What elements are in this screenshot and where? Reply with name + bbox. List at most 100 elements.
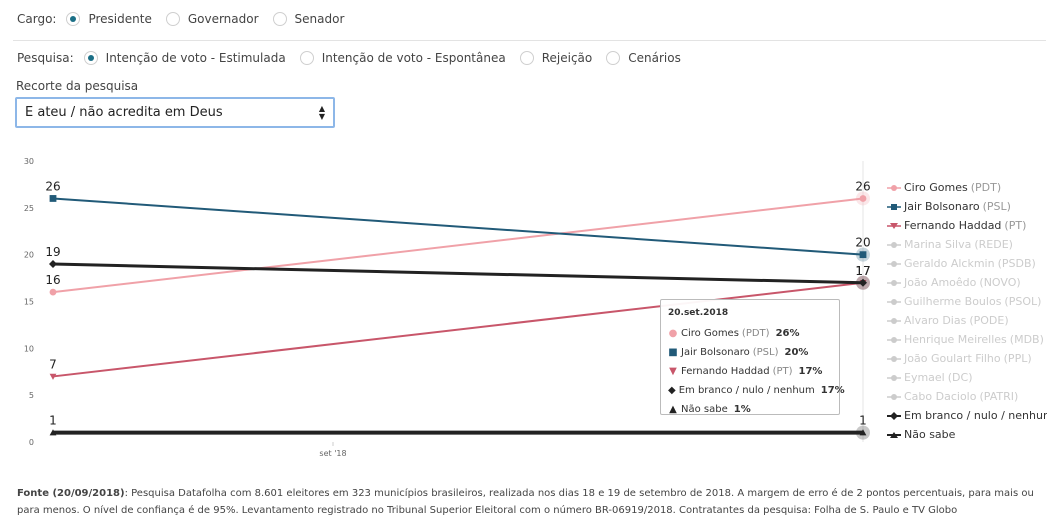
cargo-option-governador[interactable]: Governador <box>165 12 259 26</box>
option-label: Presidente <box>88 12 152 26</box>
legend-symbol-icon <box>887 260 901 267</box>
tooltip-name: Ciro Gomes <box>681 328 739 339</box>
legend-label: Fernando Haddad <box>904 219 1002 232</box>
radio-icon[interactable] <box>299 51 314 65</box>
legend-party: (REDE) <box>974 238 1013 251</box>
legend-label: Jair Bolsonaro <box>904 200 980 213</box>
legend-item[interactable]: Ciro Gomes (PDT) <box>886 178 1047 197</box>
legend-party: (PDT) <box>970 181 1002 194</box>
legend-item[interactable]: Em branco / nulo / nenhum <box>886 406 1047 425</box>
data-label: 17 <box>855 264 870 278</box>
radio-icon[interactable] <box>165 12 180 26</box>
legend-item[interactable]: Henrique Meirelles (MDB) <box>886 330 1047 349</box>
legend-symbol-icon <box>887 241 901 248</box>
tooltip-row: ● Ciro Gomes (PDT) 26% <box>668 324 839 343</box>
recorte-select[interactable]: E ateu / não acredita em Deus ▲ ▼ <box>15 97 335 128</box>
legend-item[interactable]: Guilherme Boulos (PSOL) <box>886 292 1047 311</box>
recorte-select-value: E ateu / não acredita em Deus <box>25 105 223 120</box>
point-marker <box>49 373 57 380</box>
legend-item[interactable]: Geraldo Alckmin (PSDB) <box>886 254 1047 273</box>
y-tick-label: 15 <box>24 298 34 307</box>
tooltip-symbol-icon: ▼ <box>669 366 677 377</box>
tooltip-row: ▲ Não sabe 1% <box>668 400 839 419</box>
legend-label: Henrique Meirelles <box>904 333 1007 346</box>
data-label: 7 <box>49 357 57 371</box>
legend-item[interactable]: Marina Silva (REDE) <box>886 235 1047 254</box>
legend-party: (PPL) <box>1003 352 1032 365</box>
data-label: 1 <box>859 414 867 428</box>
legend-symbol-icon <box>887 336 901 343</box>
cargo-filter: Cargo: Presidente Governador Senador <box>17 12 358 26</box>
legend-symbol-icon <box>887 203 901 210</box>
legend-label: Ciro Gomes <box>904 181 968 194</box>
tooltip-name: Fernando Haddad <box>681 366 770 377</box>
option-label: Cenários <box>628 51 681 65</box>
data-label: 20 <box>855 236 870 250</box>
tooltip-symbol-icon: ◆ <box>668 385 676 396</box>
tooltip-party: (PDT) <box>741 328 770 339</box>
point-marker <box>859 195 867 202</box>
data-label: 26 <box>45 179 60 193</box>
y-tick-label: 0 <box>29 438 34 447</box>
point-marker <box>859 429 867 436</box>
pesquisa-label: Pesquisa: <box>17 51 74 65</box>
cargo-option-senador[interactable]: Senador <box>272 12 344 26</box>
tooltip-value: 1% <box>733 404 751 415</box>
tooltip-value: 20% <box>784 347 809 358</box>
recorte-label: Recorte da pesquisa <box>16 79 139 93</box>
legend-label: Guilherme Boulos <box>904 295 1002 308</box>
data-label: 1 <box>49 414 57 428</box>
pesquisa-option-cenarios[interactable]: Cenários <box>606 51 681 65</box>
point-marker <box>49 288 57 296</box>
source-text: : Pesquisa Datafolha com 8.601 eleitores… <box>17 488 1034 516</box>
legend-party: (PODE) <box>969 314 1009 327</box>
legend-item[interactable]: Alvaro Dias (PODE) <box>886 311 1047 330</box>
option-label: Governador <box>187 12 259 26</box>
tooltip-symbol-icon: ● <box>668 328 678 339</box>
legend-party: (PATRI) <box>979 390 1019 403</box>
y-tick-label: 5 <box>29 391 34 400</box>
divider <box>13 40 1046 41</box>
pesquisa-option-estimulada[interactable]: Intenção de voto - Estimulada <box>83 51 286 65</box>
option-label: Rejeição <box>541 51 593 65</box>
legend-symbol-icon <box>887 184 901 191</box>
legend-item[interactable]: João Goulart Filho (PPL) <box>886 349 1047 368</box>
legend-item[interactable]: Cabo Daciolo (PATRI) <box>886 387 1047 406</box>
y-tick-label: 20 <box>24 251 34 260</box>
y-tick-label: 25 <box>24 204 34 213</box>
cargo-option-presidente[interactable]: Presidente <box>66 12 152 26</box>
legend-label: Geraldo Alckmin <box>904 257 995 270</box>
chart-legend: Ciro Gomes (PDT) Jair Bolsonaro (PSL) Fernan… <box>886 178 1047 444</box>
series-line <box>52 197 864 294</box>
series-line <box>52 197 864 256</box>
legend-item[interactable]: Jair Bolsonaro (PSL) <box>886 197 1047 216</box>
radio-icon[interactable] <box>83 51 98 65</box>
legend-label: Alvaro Dias <box>904 314 967 327</box>
pesquisa-filter: Pesquisa: Intenção de voto - Estimulada … <box>17 51 695 65</box>
legend-label: Cabo Daciolo <box>904 390 977 403</box>
pesquisa-option-rejeicao[interactable]: Rejeição <box>519 51 593 65</box>
legend-party: (MDB) <box>1009 333 1044 346</box>
point-marker <box>859 251 867 259</box>
series-line <box>52 262 864 285</box>
option-label: Intenção de voto - Espontânea <box>321 51 506 65</box>
radio-icon[interactable] <box>272 12 287 26</box>
tooltip-title: 20.set.2018 <box>668 308 729 318</box>
legend-symbol-icon <box>887 355 901 362</box>
radio-icon[interactable] <box>519 51 534 65</box>
pesquisa-option-espontanea[interactable]: Intenção de voto - Espontânea <box>299 51 506 65</box>
radio-icon[interactable] <box>66 12 81 26</box>
legend-item[interactable]: Não sabe <box>886 425 1047 444</box>
legend-item[interactable]: Fernando Haddad (PT) <box>886 216 1047 235</box>
legend-item[interactable]: Eymael (DC) <box>886 368 1047 387</box>
select-arrows-icon: ▲ ▼ <box>318 103 325 121</box>
radio-icon[interactable] <box>606 51 621 65</box>
series-line <box>52 281 864 378</box>
legend-label: Eymael <box>904 371 945 384</box>
y-tick-label: 10 <box>24 344 34 353</box>
legend-item[interactable]: João Amoêdo (NOVO) <box>886 273 1047 292</box>
tooltip-row: ◆ Em branco / nulo / nenhum 17% <box>668 381 845 400</box>
legend-party: (PSOL) <box>1004 295 1042 308</box>
chart-tooltip: 20.set.2018 ● Ciro Gomes (PDT) 26% ■ Jair Bol… <box>660 299 845 415</box>
